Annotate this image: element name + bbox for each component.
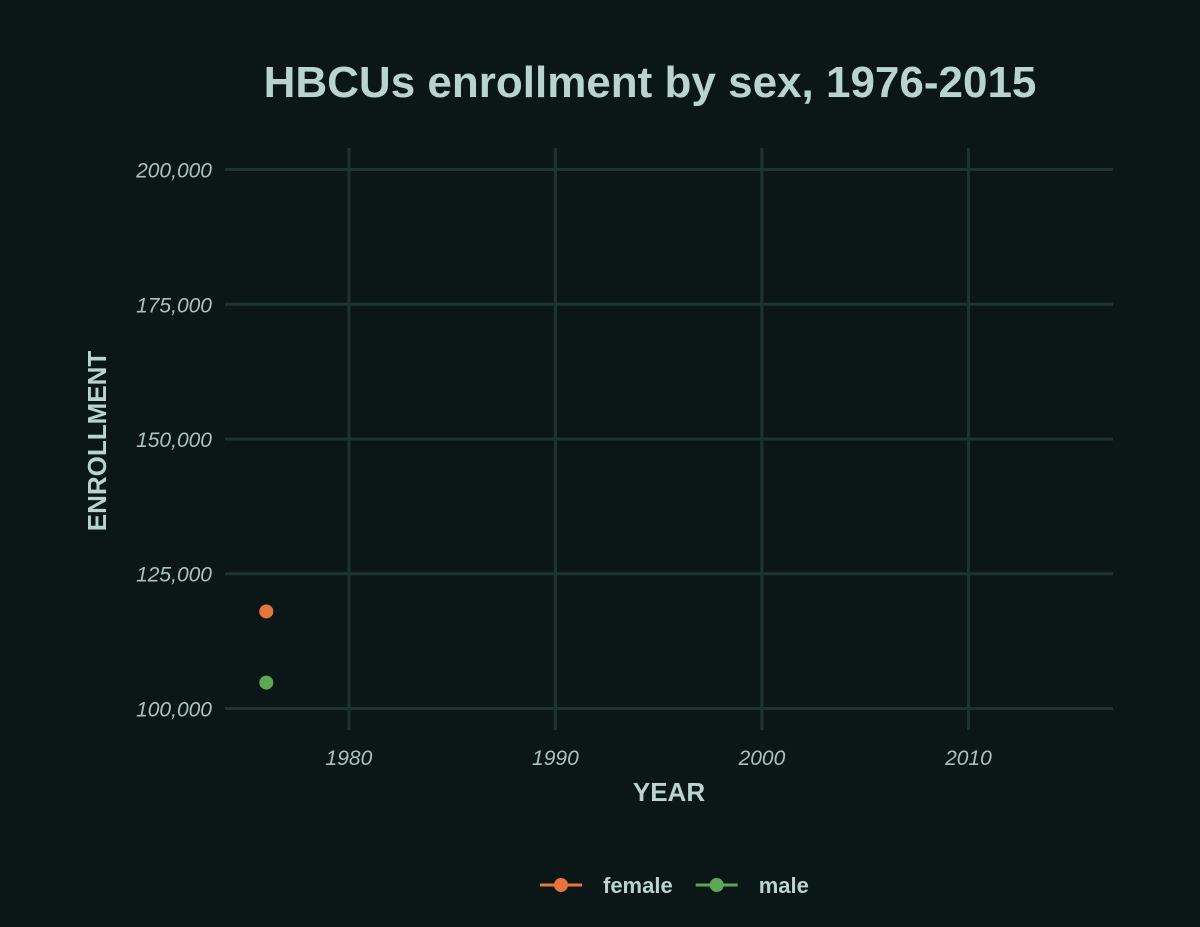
x-axis-ticks: 1980 1990 2000 2010 xyxy=(326,747,993,770)
y-tick-label: 175,000 xyxy=(136,294,212,317)
legend: female male xyxy=(540,873,809,898)
x-axis-title: YEAR xyxy=(633,777,705,807)
legend-point-swatch xyxy=(554,878,568,892)
x-tick-label: 2010 xyxy=(944,747,992,770)
x-tick-label: 1990 xyxy=(532,747,579,770)
legend-label: female xyxy=(603,873,673,898)
y-tick-label: 125,000 xyxy=(136,564,212,587)
chart-title: HBCUs enrollment by sex, 1976-2015 xyxy=(264,58,1037,107)
x-tick-label: 2000 xyxy=(738,747,786,770)
x-tick-label: 1980 xyxy=(326,747,373,770)
series-female xyxy=(259,604,274,619)
series-male xyxy=(259,675,274,690)
y-tick-label: 200,000 xyxy=(135,160,212,183)
legend-point-swatch xyxy=(709,878,724,892)
y-tick-label: 150,000 xyxy=(136,429,212,452)
legend-label: male xyxy=(759,873,809,898)
data-point xyxy=(259,675,274,690)
y-axis-ticks: 100,000 125,000 150,000 175,000 200,000 xyxy=(135,160,212,722)
grid xyxy=(225,148,1113,730)
data-point xyxy=(259,604,274,619)
series xyxy=(259,604,274,690)
y-tick-label: 100,000 xyxy=(136,698,212,721)
legend-item-male: male xyxy=(695,873,809,898)
y-axis-title: ENROLLMENT xyxy=(82,351,112,532)
legend-item-female: female xyxy=(540,873,673,898)
